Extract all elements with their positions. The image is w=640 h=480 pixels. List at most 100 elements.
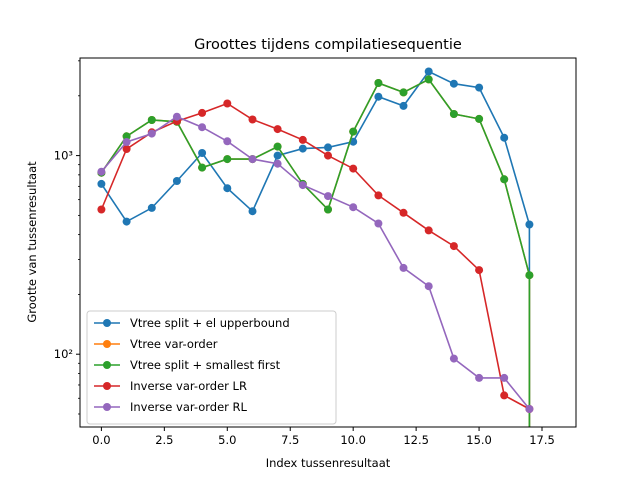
data-point	[172, 177, 181, 185]
data-point	[449, 242, 458, 251]
data-point	[298, 135, 307, 144]
data-point	[147, 203, 156, 212]
data-point	[198, 163, 207, 172]
data-point	[324, 205, 332, 214]
data-point	[424, 67, 433, 76]
legend-marker	[103, 340, 111, 348]
data-point	[399, 263, 408, 272]
legend-box	[86, 310, 337, 425]
x-tick-label: 17.5	[529, 433, 555, 447]
data-point	[374, 191, 383, 200]
series-0	[97, 67, 534, 427]
data-point	[500, 391, 509, 400]
legend-marker	[103, 319, 111, 327]
data-point	[374, 92, 383, 101]
data-point	[273, 142, 282, 151]
legend-item: Vtree var-order	[94, 337, 218, 351]
x-tick-label: 7.5	[281, 433, 299, 447]
data-point	[198, 108, 207, 117]
data-point	[122, 145, 131, 153]
data-point	[349, 203, 358, 212]
data-point	[324, 192, 332, 201]
x-tick-label: 2.5	[155, 433, 173, 447]
x-tick-label: 10.0	[340, 433, 366, 447]
data-point	[122, 217, 131, 226]
data-point	[198, 123, 207, 132]
data-point	[97, 167, 106, 176]
data-point	[273, 125, 282, 134]
data-point	[198, 149, 207, 157]
legend-item: Vtree split + el upperbound	[94, 316, 290, 330]
data-point	[324, 151, 332, 160]
data-point	[298, 144, 307, 153]
data-point	[475, 83, 484, 92]
x-tick-label: 15.0	[466, 433, 492, 447]
legend-marker	[103, 403, 111, 411]
data-point	[374, 79, 383, 87]
y-tick-label: 10²	[54, 347, 73, 361]
x-tick-label: 12.5	[403, 433, 429, 447]
data-point	[147, 129, 156, 138]
legend-label: Inverse var-order LR	[130, 379, 247, 393]
data-point	[248, 115, 257, 124]
data-point	[147, 116, 156, 124]
x-axis-label: Index tussenresultaat	[266, 456, 391, 470]
data-point	[475, 373, 484, 382]
data-point	[223, 184, 232, 193]
legend-marker	[103, 382, 111, 390]
legend-item: Inverse var-order RL	[94, 400, 248, 414]
legend-label: Vtree var-order	[130, 337, 218, 351]
data-point	[449, 110, 458, 118]
series-4	[97, 112, 534, 413]
legend-item: Inverse var-order LR	[94, 379, 247, 393]
data-point	[374, 219, 383, 228]
data-point	[349, 127, 358, 136]
data-point	[525, 271, 534, 280]
legend-label: Vtree split + smallest first	[130, 358, 281, 372]
y-tick-label: 10³	[54, 149, 74, 163]
data-point	[223, 137, 232, 146]
x-tick-label: 5.0	[218, 433, 236, 447]
data-point	[248, 155, 257, 164]
plot-series	[97, 67, 534, 427]
legend-label: Vtree split + el upperbound	[130, 316, 290, 330]
data-point	[399, 88, 408, 97]
series-line	[100, 102, 530, 410]
legend: Vtree split + el upperbound Vtree var-ord…	[86, 310, 337, 425]
data-point	[500, 373, 509, 382]
data-point	[97, 179, 106, 188]
data-point	[475, 266, 484, 275]
data-point	[399, 101, 408, 110]
data-point	[475, 114, 484, 123]
data-point	[273, 151, 282, 160]
data-point	[449, 354, 458, 363]
data-point	[349, 164, 358, 173]
data-point	[223, 99, 232, 108]
data-point	[97, 205, 106, 214]
y-axis-label: Grootte van tussenresultaat	[25, 161, 39, 323]
data-point	[273, 159, 282, 168]
data-point	[122, 132, 131, 141]
data-point	[449, 79, 458, 88]
data-point	[399, 208, 408, 217]
legend-item: Vtree split + smallest first	[94, 358, 281, 372]
chart-title: Groottes tijdens compilatiesequentie	[194, 37, 462, 53]
data-point	[122, 138, 131, 146]
data-point	[500, 133, 509, 142]
data-point	[298, 181, 307, 190]
data-point	[223, 155, 232, 164]
x-tick-label: 0.0	[92, 433, 110, 447]
y-axis-ticks: 10² 10³	[54, 60, 80, 415]
data-point	[424, 226, 433, 235]
data-point	[424, 282, 433, 291]
data-point	[172, 112, 181, 121]
data-point	[248, 207, 257, 216]
data-point	[324, 143, 332, 152]
series-line	[100, 115, 531, 410]
legend-label: Inverse var-order RL	[130, 400, 248, 414]
data-point	[525, 405, 534, 413]
x-axis-ticks: 0.0 2.5 5.0 7.5 10.0 12.5 15.0 17.5	[92, 427, 555, 447]
data-point	[424, 75, 433, 84]
legend-marker	[103, 361, 111, 369]
